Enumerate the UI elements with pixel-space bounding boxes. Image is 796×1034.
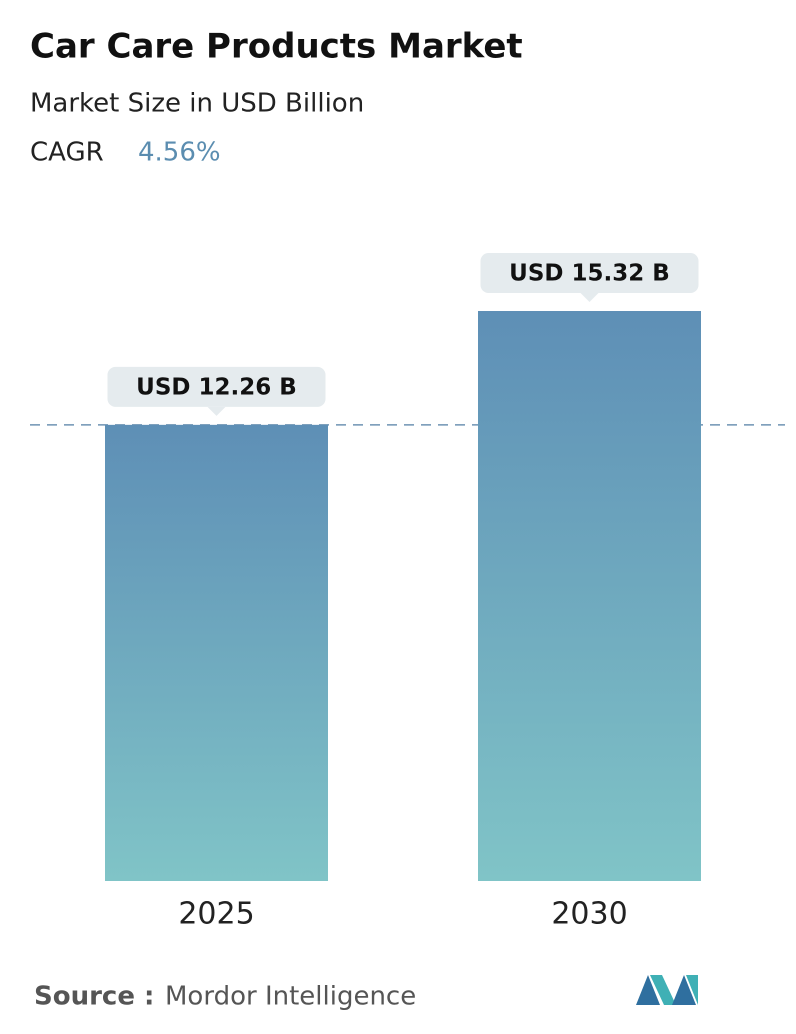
- source-label: Source :: [34, 982, 154, 1012]
- chart-subtitle: Market Size in USD Billion: [30, 89, 364, 119]
- value-label: USD 15.32 B: [509, 261, 670, 287]
- value-label-box: [480, 253, 699, 293]
- source-name: Mordor Intelligence: [165, 982, 416, 1012]
- x-tick-label: 2030: [551, 897, 627, 932]
- value-label-box: [107, 366, 326, 407]
- logo: [636, 975, 698, 1005]
- value-label: USD 12.26 B: [136, 374, 297, 400]
- bar: [105, 424, 328, 881]
- chart-title: Car Care Products Market: [30, 27, 523, 67]
- value-label-pointer: [580, 293, 599, 302]
- cagr-label: CAGR: [30, 138, 104, 168]
- value-label-pointer: [207, 406, 226, 416]
- cagr-value: 4.56%: [138, 138, 221, 168]
- x-tick-label: 2025: [178, 897, 254, 932]
- bar: [478, 311, 701, 881]
